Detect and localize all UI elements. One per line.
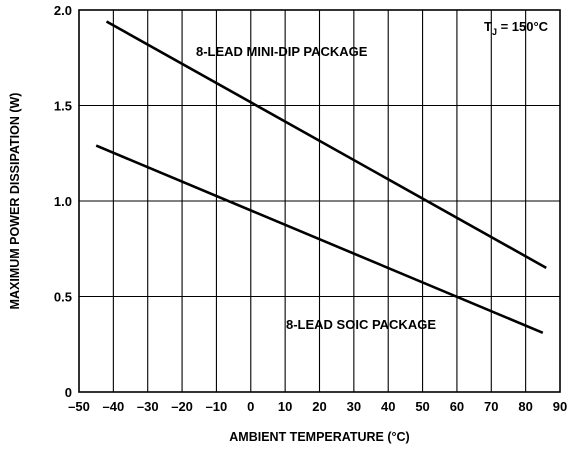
y-tick-label: 0.5 [54, 290, 72, 305]
series-label-mini-dip: 8-LEAD MINI-DIP PACKAGE [196, 44, 368, 59]
x-tick-label: 0 [247, 399, 254, 414]
x-tick-label: 10 [278, 399, 292, 414]
y-tick-label: 0 [65, 385, 72, 400]
y-tick-label: 1.5 [54, 99, 72, 114]
y-tick-label: 1.0 [54, 194, 72, 209]
grid [79, 10, 560, 392]
x-tick-label: 80 [518, 399, 532, 414]
x-tick-labels: –50 –40 –30 –20 –10 0 10 20 30 40 50 60 70 80 90 [68, 399, 567, 414]
plot-frame [78, 9, 561, 393]
x-tick-label: 90 [553, 399, 567, 414]
x-tick-label: 30 [347, 399, 361, 414]
y-tick-label: 2.0 [54, 3, 72, 18]
x-tick-label: 60 [450, 399, 464, 414]
series-line-0 [105, 20, 547, 269]
tj-sub: J [492, 27, 497, 37]
series-layer [95, 20, 547, 334]
x-tick-label: –20 [171, 399, 193, 414]
x-tick-label: 50 [415, 399, 429, 414]
x-tick-label: 70 [484, 399, 498, 414]
series-label-soic: 8-LEAD SOIC PACKAGE [286, 317, 436, 332]
series-line-1 [95, 144, 544, 334]
x-tick-label: –40 [103, 399, 125, 414]
y-axis-label: MAXIMUM POWER DISSIPATION (W) [8, 93, 22, 310]
x-tick-label: 40 [381, 399, 395, 414]
x-axis-label: AMBIENT TEMPERATURE (°C) [229, 430, 409, 444]
x-tick-label: –50 [68, 399, 90, 414]
tj-main: T [484, 19, 492, 34]
junction-temperature-annotation: TJ = 150°C [484, 19, 549, 37]
tj-rest: = 150°C [497, 19, 549, 34]
y-tick-labels: 0 0.5 1.0 1.5 2.0 [54, 3, 72, 400]
x-tick-label: –30 [137, 399, 159, 414]
x-tick-label: 20 [312, 399, 326, 414]
x-tick-label: –10 [206, 399, 228, 414]
